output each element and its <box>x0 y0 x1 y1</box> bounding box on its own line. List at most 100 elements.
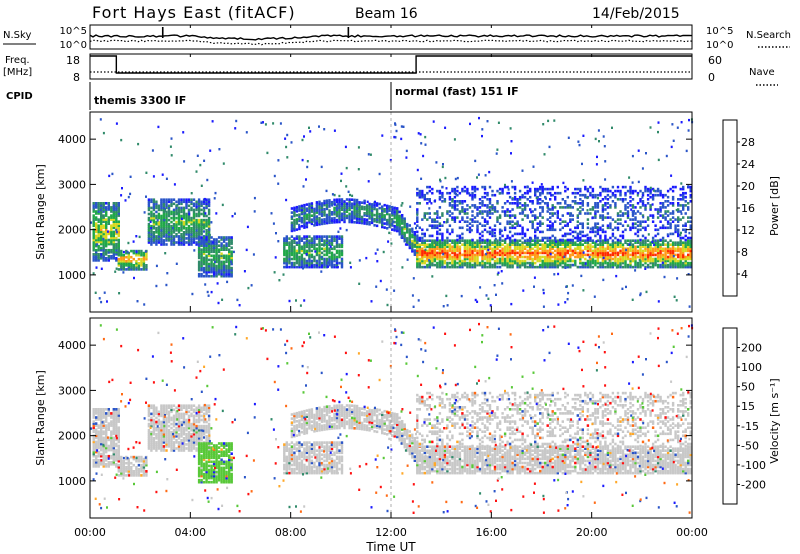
power-echo-cell <box>95 222 98 225</box>
power-echo-cell <box>591 193 595 197</box>
power-echo-cell <box>496 253 499 257</box>
velocity-echo-cell <box>105 416 108 419</box>
power-echo-cell <box>187 229 191 232</box>
power-echo-cell <box>586 209 589 212</box>
power-echo-cell <box>576 187 579 191</box>
power-echo-cell <box>298 213 301 216</box>
power-echo-cell <box>115 250 118 254</box>
power-echo-cell <box>333 208 336 212</box>
power-echo-cell <box>671 263 675 267</box>
power-echo-cell <box>290 217 294 220</box>
power-echo-cell <box>300 237 304 240</box>
power-echo-cell <box>664 218 667 221</box>
power-echo-cell <box>629 265 632 269</box>
power-echo-cell <box>629 195 632 199</box>
power-echo-cell <box>526 191 529 195</box>
power-echo-cell <box>320 256 323 259</box>
power-echo-cell <box>666 234 670 238</box>
power-echo-cell <box>451 204 454 207</box>
power-echo-cell <box>212 258 216 262</box>
power-echo-cell <box>446 212 449 215</box>
power-echo-cell <box>160 218 163 222</box>
power-echo-cell <box>315 247 319 251</box>
power-echo-cell <box>476 208 479 211</box>
power-echo-cell <box>145 171 148 174</box>
power-echo-cell <box>100 238 103 242</box>
power-echo-cell <box>180 198 183 201</box>
power-echo-cell <box>476 243 479 246</box>
power-echo-cell <box>453 187 457 191</box>
power-echo-cell <box>669 232 672 236</box>
power-echo-cell <box>313 207 316 211</box>
power-echo-cell <box>591 206 595 209</box>
power-echo-cell <box>112 238 115 242</box>
power-echo-cell <box>418 226 421 230</box>
power-echo-cell <box>197 240 201 243</box>
power-echo-cell <box>456 204 459 207</box>
power-echo-cell <box>438 245 442 249</box>
power-echo-cell <box>190 220 193 224</box>
power-echo-cell <box>230 252 233 256</box>
power-echo-cell <box>428 251 431 255</box>
power-echo-cell <box>165 216 168 220</box>
power-echo-cell <box>641 255 645 259</box>
power-echo-cell <box>290 235 294 238</box>
power-echo-cell <box>290 215 294 218</box>
power-echo-cell <box>689 253 692 257</box>
power-echo-cell <box>360 207 364 211</box>
power-echo-cell <box>305 263 309 267</box>
power-echo-cell <box>654 259 657 263</box>
power-echo-cell <box>187 208 191 212</box>
power-echo-cell <box>493 255 497 259</box>
power-echo-cell <box>177 208 181 212</box>
power-echo-cell <box>446 236 449 240</box>
power-echo-cell <box>666 243 670 246</box>
power-echo-cell <box>531 239 534 242</box>
power-echo-cell <box>518 249 522 253</box>
power-echo-cell <box>177 239 181 242</box>
power-echo-cell <box>340 218 344 222</box>
power-echo-cell <box>615 266 618 269</box>
power-echo-cell <box>684 257 687 261</box>
power-echo-cell <box>285 257 288 261</box>
power-echo-cell <box>677 255 680 259</box>
power-echo-cell <box>283 253 286 257</box>
power-echo-cell <box>117 253 120 257</box>
power-echo-cell <box>421 241 424 244</box>
power-echo-cell <box>438 195 442 199</box>
power-echo-cell <box>205 238 208 241</box>
power-echo-cell <box>656 241 660 244</box>
power-echo-cell <box>345 202 349 205</box>
power-echo-cell <box>542 305 545 308</box>
power-echo-cell <box>300 208 304 212</box>
power-echo-cell <box>619 245 622 249</box>
power-echo-cell <box>167 235 171 238</box>
velocity-echo-cell <box>100 430 103 433</box>
power-echo-cell <box>461 265 464 269</box>
power-echo-cell <box>120 260 123 263</box>
power-echo-cell <box>406 239 409 242</box>
power-echo-cell <box>601 261 605 265</box>
power-echo-cell <box>197 198 201 201</box>
noise-left-tick-top: 10^5 <box>60 26 87 37</box>
power-echo-cell <box>586 236 590 240</box>
power-echo-cell <box>599 236 602 240</box>
power-echo-cell <box>382 250 385 254</box>
power-echo-cell <box>669 265 672 269</box>
power-echo-cell <box>569 247 572 251</box>
velocity-echo-cell <box>95 456 98 460</box>
power-echo-cell <box>466 239 469 242</box>
power-echo-cell <box>92 222 95 225</box>
power-echo-cell <box>478 210 482 213</box>
power-echo-cell <box>430 202 433 205</box>
power-echo-cell <box>195 214 198 218</box>
power-echo-cell <box>285 261 288 265</box>
power-echo-cell <box>290 221 294 225</box>
power-echo-cell <box>629 185 632 189</box>
velocity-echo-cell <box>100 410 103 413</box>
power-echo-cell <box>666 241 670 244</box>
power-echo-cell <box>298 265 301 269</box>
power-echo-cell <box>586 222 590 225</box>
power-echo-cell <box>677 249 680 253</box>
